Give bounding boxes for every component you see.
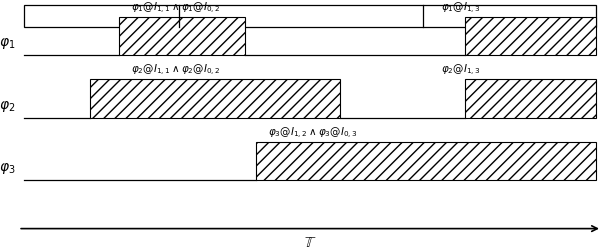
- Bar: [24, 5, 596, 27]
- Text: $\varphi_2$: $\varphi_2$: [0, 99, 15, 114]
- Bar: [257, 142, 596, 181]
- Text: $\varphi_1@I_{1,3}$: $\varphi_1@I_{1,3}$: [441, 0, 481, 16]
- Text: $\varphi_1@I_{1,1} \wedge \varphi_1@I_{0,2}$: $\varphi_1@I_{1,1} \wedge \varphi_1@I_{0…: [131, 0, 221, 16]
- Text: $I_2$: $I_2$: [295, 7, 307, 24]
- Bar: [120, 17, 244, 55]
- Text: $\mathbb{T}$: $\mathbb{T}$: [304, 235, 316, 248]
- Bar: [465, 79, 596, 118]
- Text: $I_1$: $I_1$: [96, 7, 107, 24]
- Text: $\varphi_3@I_{1,2} \wedge \varphi_3@I_{0,3}$: $\varphi_3@I_{1,2} \wedge \varphi_3@I_{0…: [268, 126, 358, 141]
- Text: $\varphi_1$: $\varphi_1$: [0, 36, 15, 51]
- Bar: [90, 79, 340, 118]
- Bar: [465, 17, 596, 55]
- Text: $\varphi_3$: $\varphi_3$: [0, 161, 15, 176]
- Text: $I_3$: $I_3$: [504, 7, 515, 24]
- Text: $\varphi_2@I_{1,1} \wedge \varphi_2@I_{0,2}$: $\varphi_2@I_{1,1} \wedge \varphi_2@I_{0…: [131, 63, 221, 78]
- Text: $\varphi_2@I_{1,3}$: $\varphi_2@I_{1,3}$: [441, 63, 481, 78]
